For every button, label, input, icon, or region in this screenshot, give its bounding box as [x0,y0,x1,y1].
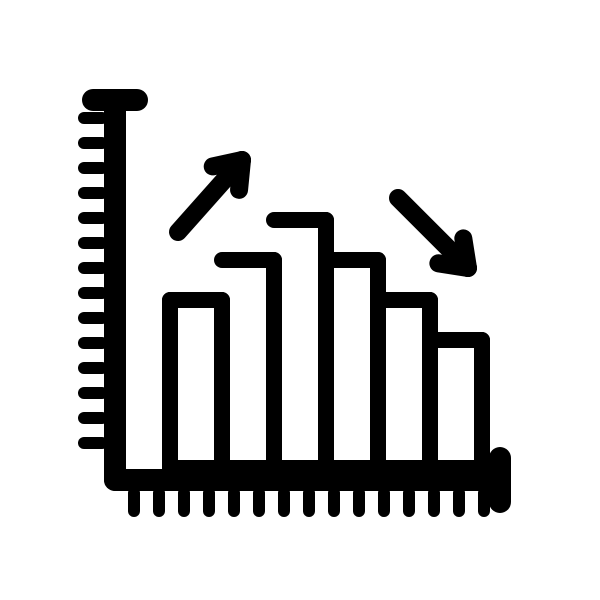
trend-up-arrow-icon [178,160,242,232]
chart-icon-container [0,0,600,600]
bar-chart-trend-icon [0,0,600,600]
trend-down-arrow-icon [398,198,468,268]
